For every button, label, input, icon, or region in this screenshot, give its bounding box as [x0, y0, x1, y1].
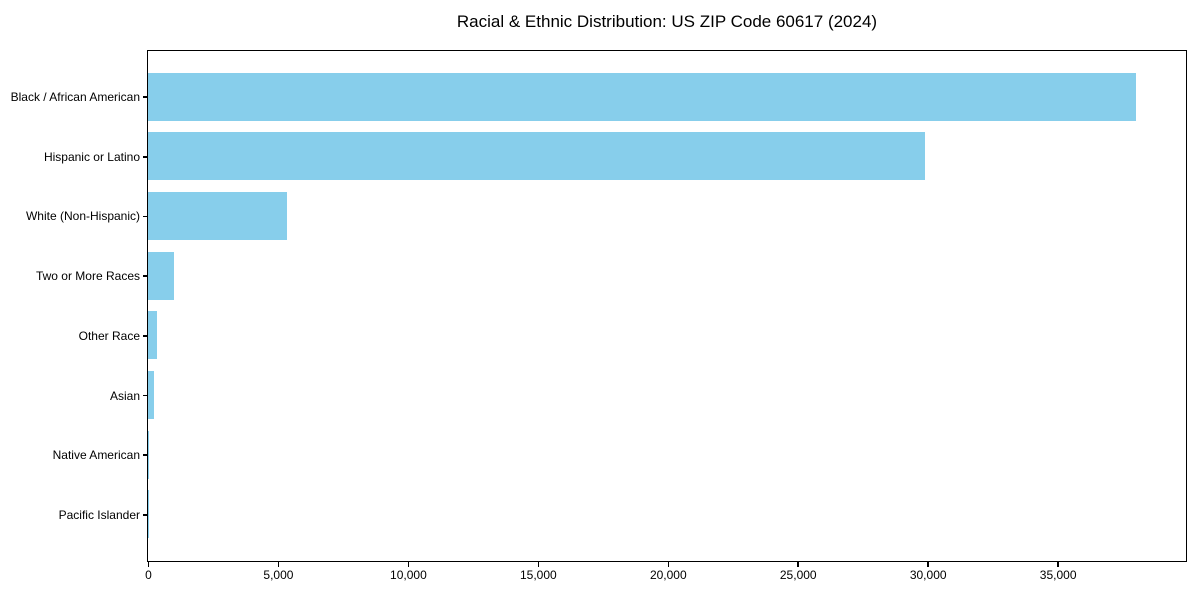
- y-axis-label-black-african-american: Black / African American: [10, 90, 140, 105]
- plot-area: [147, 50, 1187, 562]
- x-tick: [407, 562, 410, 567]
- x-tick-label-35-000: 35,000: [1039, 568, 1077, 582]
- bar-asian: [148, 371, 154, 419]
- y-axis-label-other-race: Other Race: [78, 328, 140, 343]
- y-tick: [142, 394, 147, 397]
- x-tick-label-0: 0: [145, 568, 152, 582]
- bar-white-non-hispanic: [148, 192, 288, 240]
- y-axis-label-asian: Asian: [109, 388, 140, 403]
- y-tick: [142, 454, 147, 456]
- y-tick: [142, 275, 147, 277]
- x-tick-label-25-000: 25,000: [779, 568, 817, 582]
- y-tick: [142, 335, 147, 337]
- bar-two-or-more-races: [148, 251, 174, 300]
- y-tick: [142, 514, 147, 516]
- y-axis-label-native-american: Native American: [52, 448, 140, 463]
- x-tick: [797, 562, 799, 567]
- x-tick-label-5-000: 5,000: [263, 568, 294, 582]
- y-axis-label-hispanic-or-latino: Hispanic or Latino: [43, 149, 140, 164]
- y-tick: [142, 96, 147, 98]
- x-tick: [277, 562, 280, 567]
- x-tick-label-10-000: 10,000: [390, 568, 427, 582]
- x-tick-label-15-000: 15,000: [519, 568, 557, 582]
- y-axis-label-two-or-more-races: Two or More Races: [35, 269, 140, 284]
- bar-hispanic-or-latino: [148, 132, 926, 181]
- x-tick: [927, 562, 929, 567]
- y-axis-label-white-non-hispanic: White (Non-Hispanic): [25, 209, 140, 224]
- y-tick: [142, 215, 147, 218]
- y-tick: [142, 156, 147, 158]
- bar-native-american: [148, 430, 149, 479]
- x-tick: [147, 562, 150, 567]
- y-axis-label-pacific-islander: Pacific Islander: [58, 507, 140, 522]
- x-tick: [1057, 562, 1059, 567]
- x-tick: [667, 562, 670, 567]
- x-tick-label-30-000: 30,000: [909, 568, 947, 582]
- x-tick-label-20-000: 20,000: [649, 568, 687, 582]
- x-tick: [537, 562, 540, 567]
- bar-black-african-american: [148, 72, 1136, 121]
- bar-other-race: [148, 311, 158, 360]
- chart-title: Racial & Ethnic Distribution: US ZIP Cod…: [456, 12, 878, 31]
